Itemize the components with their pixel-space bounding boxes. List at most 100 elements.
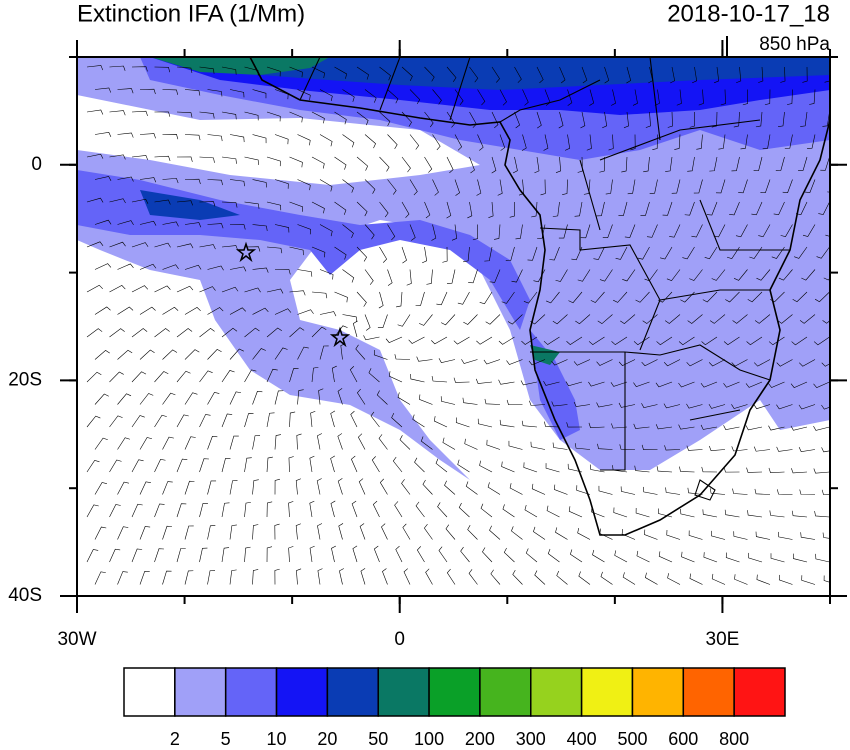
wind-barb <box>446 156 454 174</box>
wind-barb <box>334 246 347 260</box>
wind-barb <box>731 404 748 409</box>
wind-barb <box>676 89 682 106</box>
wind-barb <box>399 435 411 450</box>
wind-barb <box>760 179 771 194</box>
wind-barb <box>207 223 224 229</box>
wind-barb <box>296 568 302 585</box>
wind-barb <box>244 156 259 165</box>
wind-barb <box>790 381 808 388</box>
wind-barb <box>311 246 326 258</box>
wind-barb <box>664 314 681 324</box>
wind-barb <box>252 391 263 405</box>
wind-barb <box>184 392 198 405</box>
wind-barb <box>460 546 470 563</box>
wind-barb <box>139 393 154 405</box>
wind-barb <box>131 459 144 473</box>
wind-barb <box>610 381 628 387</box>
wind-barb <box>680 291 695 303</box>
wind-barb <box>334 291 348 303</box>
wind-barb <box>501 291 515 304</box>
wind-barb <box>613 507 628 518</box>
wind-barb <box>592 549 605 563</box>
wind-barb <box>678 424 695 430</box>
wind-barb <box>691 224 703 238</box>
wind-barb <box>117 481 129 495</box>
wind-barb <box>687 487 703 495</box>
wind-barb <box>575 314 591 325</box>
wind-barb <box>544 421 560 428</box>
colorbar-box <box>428 667 481 717</box>
wind-barb <box>588 422 605 428</box>
wind-barb <box>94 393 109 405</box>
y-tick-label: 40S <box>8 585 42 606</box>
wind-barb <box>363 335 380 341</box>
wind-barb <box>731 156 740 172</box>
wind-barb <box>611 89 616 106</box>
wind-barb <box>589 464 605 473</box>
wind-barb <box>424 201 431 219</box>
wind-barb <box>720 89 726 106</box>
wind-barb <box>162 306 179 315</box>
wind-barb <box>139 571 150 585</box>
wind-barb <box>288 456 294 473</box>
wind-barb <box>207 392 220 405</box>
wind-barb <box>244 546 251 563</box>
wind-barb <box>576 485 591 495</box>
wind-barb <box>221 245 239 251</box>
wind-barb <box>207 569 216 585</box>
wind-barb <box>556 570 568 585</box>
wind-barb <box>472 224 478 241</box>
wind-barb <box>437 502 448 518</box>
wind-barb <box>476 179 482 196</box>
wind-barb <box>755 111 763 128</box>
wind-barb <box>334 201 347 215</box>
wind-barb <box>554 484 568 495</box>
wind-barb <box>733 531 748 540</box>
wind-barb <box>244 457 252 473</box>
wind-barb <box>798 446 816 452</box>
wind-barb <box>773 201 785 216</box>
wind-barb <box>678 381 695 388</box>
wind-barb <box>207 525 216 540</box>
wind-barb <box>597 314 613 325</box>
wind-barb <box>410 373 425 383</box>
wind-barb <box>109 285 126 293</box>
wind-barb <box>184 306 201 315</box>
field-navy <box>160 57 830 90</box>
wind-barb <box>778 111 785 128</box>
wind-barb <box>551 401 568 407</box>
wind-barb <box>207 89 223 97</box>
wind-barb <box>176 111 193 118</box>
wind-barb <box>583 179 591 195</box>
wind-barb <box>431 224 437 241</box>
wind-barb <box>334 325 348 338</box>
wind-barb <box>521 134 527 151</box>
wind-barb <box>567 463 583 473</box>
wind-barb <box>577 527 591 540</box>
wind-barb <box>371 456 380 473</box>
wind-barb <box>274 179 289 189</box>
wind-barb <box>289 66 303 78</box>
wind-barb <box>686 359 703 367</box>
wind-barb <box>431 376 448 383</box>
wind-barb <box>565 381 583 387</box>
wind-barb <box>252 89 267 99</box>
wind-barb <box>689 269 703 281</box>
wind-barb <box>723 425 740 431</box>
wind-barb <box>646 224 658 238</box>
wind-barb <box>514 111 521 129</box>
wind-barb <box>549 246 560 261</box>
wind-barb <box>131 155 149 161</box>
wind-barb <box>319 269 334 280</box>
wind-barb <box>288 546 294 563</box>
wind-barb <box>422 479 433 495</box>
wind-barb <box>297 269 313 277</box>
wind-barb <box>801 575 816 585</box>
wind-barb <box>775 156 785 171</box>
wind-barb <box>746 467 763 473</box>
wind-barb <box>207 348 222 360</box>
wind-barb <box>509 201 515 218</box>
wind-barb <box>401 156 411 173</box>
wind-barb <box>244 369 257 383</box>
wind-barb <box>780 224 793 237</box>
